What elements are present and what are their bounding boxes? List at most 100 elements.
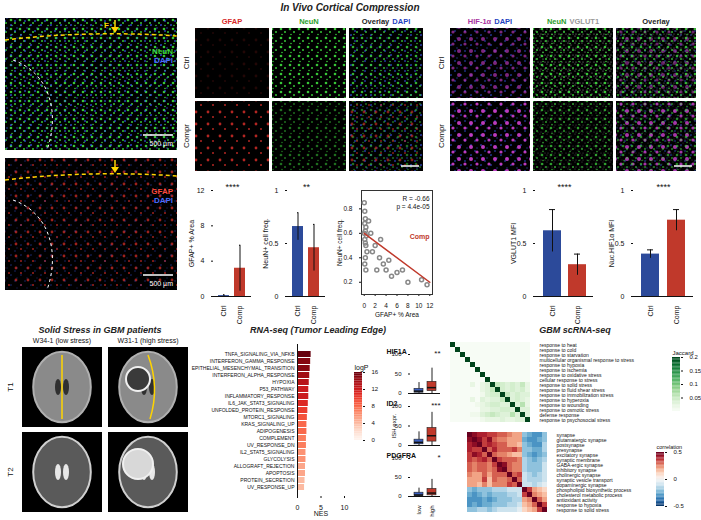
svg-text:10: 10 <box>341 504 349 511</box>
svg-text:4: 4 <box>384 302 388 309</box>
svg-text:HIF1A: HIF1A <box>387 348 407 355</box>
svg-text:0.4: 0.4 <box>343 254 352 261</box>
svg-text:****: **** <box>557 182 572 192</box>
svg-text:low: low <box>416 505 422 515</box>
svg-text:RNA-seq (Tumor Leading Edge): RNA-seq (Tumor Leading Edge) <box>250 325 386 335</box>
svg-text:2: 2 <box>373 302 377 309</box>
svg-text:0.1: 0.1 <box>690 381 699 387</box>
svg-text:INTERFERON_ALPHA_RESPONSE: INTERFERON_ALPHA_RESPONSE <box>212 372 295 378</box>
svg-text:16: 16 <box>372 369 379 375</box>
svg-text:Ctrl: Ctrl <box>182 57 191 70</box>
svg-text:GFAP+ % Area: GFAP+ % Area <box>188 220 195 267</box>
svg-text:response to solid stress: response to solid stress <box>557 507 610 513</box>
svg-text:0.5: 0.5 <box>615 240 625 247</box>
svg-text:logP: logP <box>355 364 369 372</box>
svg-text:PDGFRA: PDGFRA <box>387 452 417 459</box>
svg-text:correlation: correlation <box>657 444 683 450</box>
svg-text:1: 1 <box>275 187 279 194</box>
svg-text:10: 10 <box>415 302 423 309</box>
svg-text:NeuNVGLUT1: NeuNVGLUT1 <box>547 17 599 26</box>
svg-text:high: high <box>429 506 435 517</box>
svg-text:Solid Stress in GBM patients: Solid Stress in GBM patients <box>38 325 161 335</box>
svg-text:R = -0.66: R = -0.66 <box>403 195 430 202</box>
svg-text:12: 12 <box>197 187 205 194</box>
svg-text:HIF-1αDAPI: HIF-1αDAPI <box>468 17 512 26</box>
svg-text:0: 0 <box>275 293 279 300</box>
svg-text:0.2: 0.2 <box>343 278 352 285</box>
svg-text:0.5: 0.5 <box>269 240 279 247</box>
svg-text:W31-1 (high stress): W31-1 (high stress) <box>117 337 178 345</box>
svg-text:4: 4 <box>372 420 376 426</box>
svg-text:GFAP+ % Area: GFAP+ % Area <box>375 311 419 318</box>
svg-text:500 µm: 500 µm <box>150 140 174 148</box>
svg-text:***: *** <box>431 401 440 410</box>
svg-text:GFAP: GFAP <box>151 187 173 196</box>
svg-text:INTERFERON_GAMMA_RESPONSE: INTERFERON_GAMMA_RESPONSE <box>210 358 295 364</box>
svg-text:NeuN+ cell freq.: NeuN+ cell freq. <box>336 219 344 266</box>
svg-text:Comp: Comp <box>673 305 681 324</box>
svg-text:Ctrl: Ctrl <box>647 305 654 316</box>
svg-text:0: 0 <box>372 437 376 443</box>
svg-text:50: 50 <box>395 474 402 480</box>
svg-text:W34-1 (low stress): W34-1 (low stress) <box>33 337 91 345</box>
svg-text:EPITHELIAL_MESENCHYMAL_TRANSIT: EPITHELIAL_MESENCHYMAL_TRANSITION <box>192 365 295 371</box>
svg-text:**: ** <box>303 182 311 192</box>
svg-text:4: 4 <box>201 257 205 264</box>
svg-text:0: 0 <box>398 442 402 448</box>
svg-text:0: 0 <box>201 293 205 300</box>
svg-text:Compr: Compr <box>182 124 191 148</box>
svg-text:Ctrl: Ctrl <box>549 305 556 316</box>
svg-text:T2: T2 <box>6 467 15 477</box>
svg-text:NeuN: NeuN <box>152 47 173 56</box>
svg-text:0.6: 0.6 <box>343 229 352 236</box>
svg-text:GLYCOLYSIS: GLYCOLYSIS <box>264 456 296 462</box>
svg-text:VGLUT1 MFI: VGLUT1 MFI <box>510 223 517 264</box>
svg-text:NeuN+ cell freq.: NeuN+ cell freq. <box>262 218 270 268</box>
svg-text:*: * <box>437 453 440 462</box>
svg-text:PROTEIN_SECRETION: PROTEIN_SECRETION <box>240 477 295 483</box>
svg-text:Comp: Comp <box>574 305 582 324</box>
svg-text:12: 12 <box>426 302 434 309</box>
svg-text:-0.5: -0.5 <box>674 503 685 509</box>
svg-text:Ctrl: Ctrl <box>294 305 301 316</box>
svg-text:IL2_STAT5_SIGNALING: IL2_STAT5_SIGNALING <box>240 449 295 455</box>
svg-text:ID2: ID2 <box>387 400 398 407</box>
svg-text:APOPTOSIS: APOPTOSIS <box>266 470 295 476</box>
svg-text:0.8: 0.8 <box>343 205 352 212</box>
svg-text:Comp: Comp <box>236 305 244 324</box>
svg-text:In Vivo Cortical Compression: In Vivo Cortical Compression <box>280 2 419 13</box>
svg-text:P53_PATHWAY: P53_PATHWAY <box>259 386 295 392</box>
svg-text:COMPLEMENT: COMPLEMENT <box>259 435 294 441</box>
svg-text:12: 12 <box>372 386 379 392</box>
svg-text:0.5: 0.5 <box>517 240 527 247</box>
svg-text:50: 50 <box>395 371 402 377</box>
svg-text:T1: T1 <box>6 382 15 392</box>
svg-text:0: 0 <box>674 476 678 482</box>
svg-text:Compr: Compr <box>437 124 446 148</box>
svg-text:UNFOLDED_PROTEIN_RESPONSE: UNFOLDED_PROTEIN_RESPONSE <box>211 407 295 413</box>
svg-text:UV_RESPONSE_DN: UV_RESPONSE_DN <box>247 442 295 448</box>
svg-text:NES: NES <box>314 510 329 517</box>
svg-text:Nuc.HIF1α MFI: Nuc.HIF1α MFI <box>608 220 615 268</box>
svg-text:Comp: Comp <box>410 233 430 241</box>
svg-text:8: 8 <box>406 302 410 309</box>
svg-text:0: 0 <box>398 493 402 499</box>
svg-text:Comp: Comp <box>310 305 318 324</box>
svg-text:****: **** <box>656 182 671 192</box>
svg-text:p = 4.4e-05: p = 4.4e-05 <box>396 203 429 211</box>
svg-text:Ctrl: Ctrl <box>220 305 227 316</box>
svg-text:0: 0 <box>523 293 527 300</box>
svg-text:GFAP: GFAP <box>222 17 242 26</box>
svg-text:1: 1 <box>523 187 527 194</box>
svg-text:OverlayDAPI: OverlayDAPI <box>362 17 410 26</box>
svg-text:0.05: 0.05 <box>690 395 701 401</box>
svg-text:Ctrl: Ctrl <box>437 57 446 70</box>
svg-text:GBM scRNA-seq: GBM scRNA-seq <box>539 325 611 335</box>
svg-text:DAPI: DAPI <box>154 196 173 205</box>
svg-text:MTORC1_SIGNALING: MTORC1_SIGNALING <box>243 414 294 420</box>
svg-text:0: 0 <box>398 390 402 396</box>
svg-text:1: 1 <box>621 187 625 194</box>
svg-text:F: F <box>104 21 109 30</box>
svg-text:0: 0 <box>362 302 366 309</box>
svg-text:response to psychosocial stres: response to psychosocial stress <box>540 417 611 423</box>
